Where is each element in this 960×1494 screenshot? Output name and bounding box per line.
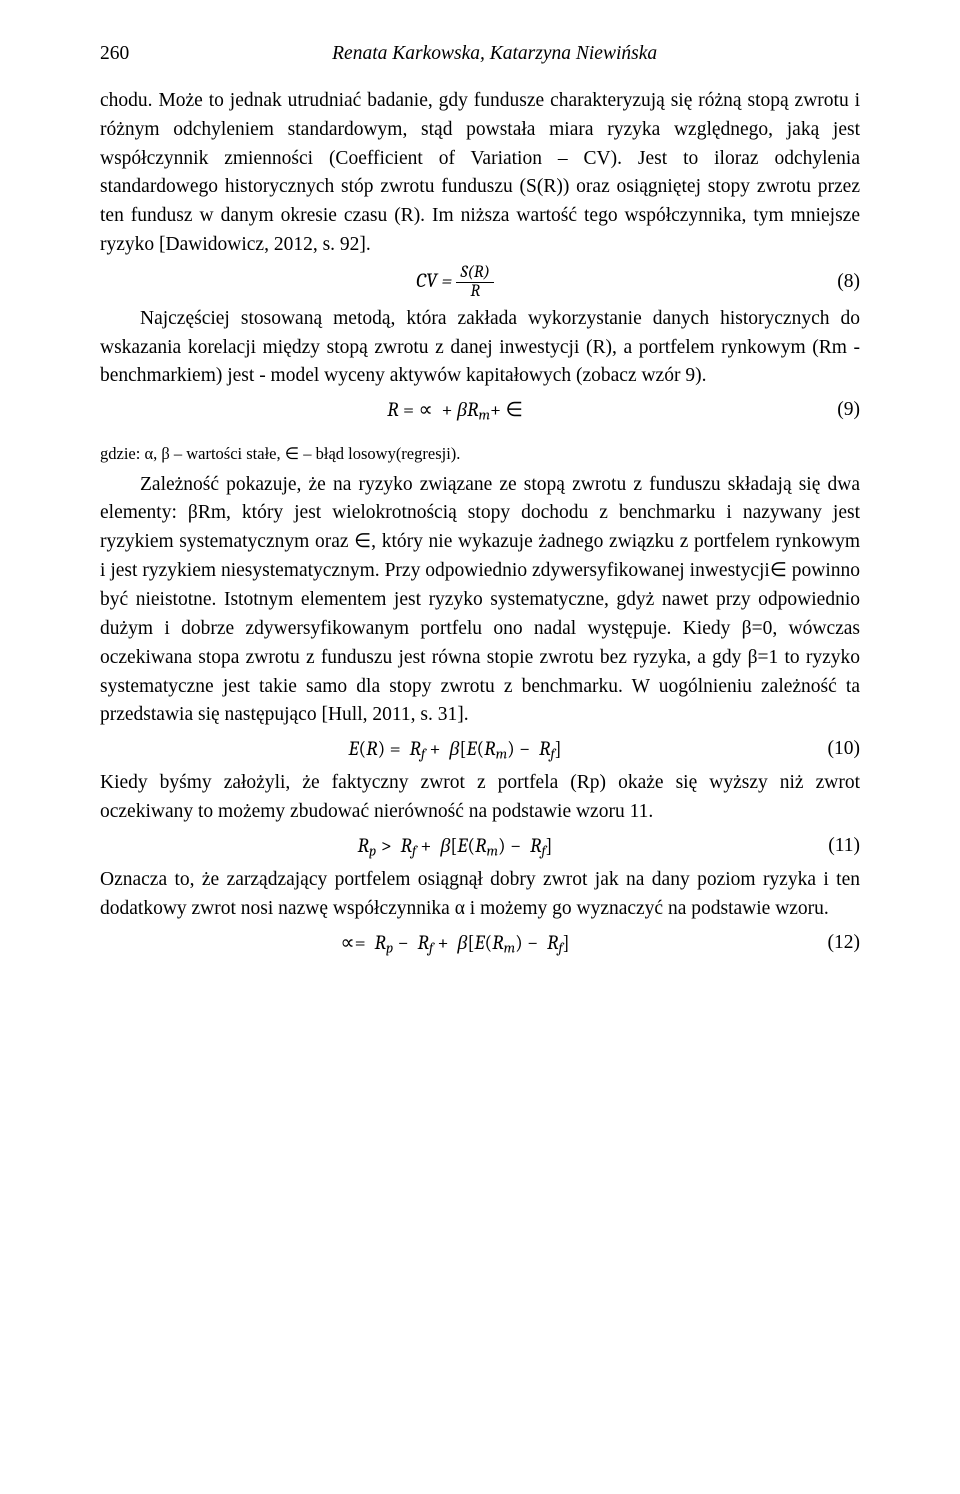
- paragraph-lead: chodu. Może to jednak utrudniać badanie,…: [100, 87, 860, 260]
- paragraph-3: Zależność pokazuje, że na ryzyko związan…: [100, 471, 860, 731]
- eq8-frac-num: S(R): [456, 264, 493, 283]
- equation-10-expr: E(R) = Rf + β[E(Rm) − Rf]: [100, 734, 810, 765]
- equation-8-number: (8): [810, 268, 860, 297]
- equation-10: E(R) = Rf + β[E(Rm) − Rf] (10): [100, 734, 860, 765]
- paragraph-1: Może to jednak utrudniać badanie, gdy fu…: [100, 90, 860, 255]
- lead-fragment: chodu.: [100, 90, 158, 111]
- eq8-fraction: S(R) R: [456, 264, 493, 301]
- equation-9-number: (9): [810, 396, 860, 425]
- equation-8: CV = S(R) R (8): [100, 264, 860, 301]
- equation-8-expr: CV = S(R) R: [100, 264, 810, 301]
- equation-9-expr: R = ∝ + βRm+ ∈: [100, 395, 810, 426]
- legend-note: gdzie: α, β – wartości stałe, ∈ – błąd l…: [100, 442, 860, 466]
- paragraph-2: Najczęściej stosowaną metodą, która zakł…: [100, 305, 860, 392]
- equation-10-number: (10): [810, 735, 860, 764]
- page-header: 260 Renata Karkowska, Katarzyna Niewińsk…: [100, 40, 860, 69]
- equation-12-number: (12): [810, 929, 860, 958]
- paragraph-5: Oznacza to, że zarządzający portfelem os…: [100, 866, 860, 924]
- page: 260 Renata Karkowska, Katarzyna Niewińsk…: [0, 0, 960, 1494]
- paragraph-4: Kiedy byśmy założyli, że faktyczny zwrot…: [100, 769, 860, 827]
- equation-11-expr: Rp > Rf + β[E(Rm) − Rf]: [100, 831, 810, 862]
- equation-12-expr: ∝= Rp − Rf + β[E(Rm) − Rf]: [100, 928, 810, 959]
- page-number: 260: [100, 40, 129, 69]
- running-title: Renata Karkowska, Katarzyna Niewińska: [129, 40, 860, 69]
- equation-9: R = ∝ + βRm+ ∈ (9): [100, 395, 860, 426]
- equation-12: ∝= Rp − Rf + β[E(Rm) − Rf] (12): [100, 928, 860, 959]
- equation-11: Rp > Rf + β[E(Rm) − Rf] (11): [100, 831, 860, 862]
- equation-11-number: (11): [810, 832, 860, 861]
- eq8-lhs: CV =: [416, 269, 452, 292]
- eq8-frac-den: R: [456, 283, 493, 301]
